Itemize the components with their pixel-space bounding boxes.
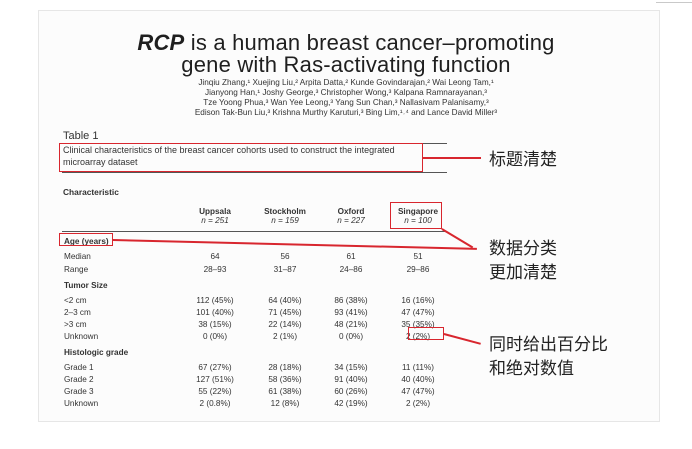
age-section-highlight-box [59, 233, 113, 246]
table-cell: 48 (21%) [334, 320, 368, 329]
table-cell: 127 (51%) [196, 375, 234, 384]
section-title-histologic-grade: Histologic grade [64, 348, 129, 357]
cohort-name: Oxford [337, 207, 365, 216]
table-cell: 112 (45%) [196, 296, 234, 305]
row-label: 2–3 cm [64, 308, 91, 317]
row-label: Grade 2 [64, 375, 94, 384]
row-label: >3 cm [64, 320, 87, 329]
row-label: Median [64, 252, 91, 261]
category-note-line-2: 更加清楚 [489, 263, 557, 283]
cohort-n: n = 251 [201, 216, 229, 225]
table-cell: 42 (19%) [334, 399, 368, 408]
percent-note-line-1: 同时给出百分比 [489, 335, 608, 355]
title-clear-note: 标题清楚 [489, 150, 557, 170]
table-cell: 11 (11%) [401, 363, 434, 372]
table-cell: 56 [280, 252, 290, 261]
top-right-divider [656, 2, 692, 3]
row-label: Grade 1 [64, 363, 94, 372]
row-label: Unknown [64, 332, 99, 341]
row-label: <2 cm [64, 296, 87, 305]
table-cell: 61 (38%) [268, 387, 302, 396]
table-cell: 61 [346, 252, 356, 261]
table-cell: 2 (2%) [405, 399, 431, 408]
table-cell: 31–87 [273, 265, 297, 274]
singapore-highlight-box [390, 202, 442, 229]
table-cell: 91 (40%) [334, 375, 368, 384]
table-cell: 47 (47%) [401, 308, 435, 317]
table-caption-line-1: Clinical characteristics of the breast c… [63, 145, 395, 155]
cohort-header-stockholm: Stockholm n = 159 [252, 207, 318, 225]
table-label: Table 1 [63, 130, 99, 142]
table-cell: 40 (40%) [401, 375, 435, 384]
table-cell: 64 [210, 252, 220, 261]
author-line-4: Edison Tak-Bun Liu,³ Krishna Murthy Karu… [194, 108, 498, 117]
table-cell: 12 (8%) [270, 399, 300, 408]
paper-title-line-2: gene with Ras-activating function [181, 52, 511, 77]
caption-highlight-box [59, 143, 423, 172]
title-connector-line [423, 157, 481, 159]
table-cell: 93 (41%) [334, 308, 368, 317]
table-cell: 71 (45%) [268, 308, 302, 317]
table-caption-line-2: microarray dataset [63, 157, 138, 167]
table-cell: 58 (36%) [268, 375, 302, 384]
characteristic-header: Characteristic [63, 187, 119, 197]
table-cell: 55 (22%) [198, 387, 232, 396]
table-cell: 64 (40%) [268, 296, 302, 305]
paper-page [38, 10, 660, 422]
table-cell: 34 (15%) [334, 363, 368, 372]
category-note-line-1: 数据分类 [489, 239, 557, 259]
table-cell: 28 (18%) [268, 363, 302, 372]
table-cell: 2 (1%) [272, 332, 298, 341]
table-cell: 0 (0%) [338, 332, 364, 341]
table-cell: 51 [413, 252, 423, 261]
header-rule [62, 231, 447, 232]
table-cell: 86 (38%) [334, 296, 368, 305]
table-cell: 47 (47%) [401, 387, 435, 396]
row-label: Unknown [64, 399, 99, 408]
table-cell: 2 (0.8%) [199, 399, 231, 408]
section-title-age: Age (years) [64, 237, 109, 246]
gene-name: RCP [137, 30, 185, 55]
table-cell: 24–86 [339, 265, 363, 274]
table-cell: 16 (16%) [401, 296, 435, 305]
cohort-n: n = 227 [337, 216, 365, 225]
cohort-name: Singapore [397, 207, 439, 216]
table-cell: 60 (26%) [334, 387, 368, 396]
cohort-name: Uppsala [199, 207, 231, 216]
cohort-name: Stockholm [264, 207, 306, 216]
table-cell: 28–93 [203, 265, 227, 274]
author-line-1: Jinqiu Zhang,¹ Xuejing Liu,² Arpita Datt… [198, 78, 494, 87]
percent-note-line-2: 和绝对数值 [489, 359, 574, 379]
table-cell: 101 (40%) [196, 308, 234, 317]
cohort-header-oxford: Oxford n = 227 [318, 207, 384, 225]
author-line-2: Jianyong Han,¹ Joshy George,³ Christophe… [204, 88, 487, 97]
title-rest: is a human breast cancer–promoting [184, 30, 555, 55]
author-line-3: Tze Yoong Phua,³ Wan Yee Leong,³ Yang Su… [203, 98, 489, 107]
table-cell: 2 (2%) [405, 332, 431, 341]
table-cell: 38 (15%) [198, 320, 232, 329]
table-cell: 67 (27%) [198, 363, 232, 372]
section-title-tumor-size: Tumor Size [64, 281, 108, 290]
cohort-header-singapore: Singapore n = 100 [385, 207, 451, 225]
table-cell: 0 (0%) [202, 332, 228, 341]
percent-cell-highlight-box [408, 327, 444, 340]
table-cell: 35 (35%) [401, 320, 435, 329]
cohort-n: n = 159 [271, 216, 299, 225]
row-label: Grade 3 [64, 387, 94, 396]
caption-bottom-rule [62, 172, 447, 173]
table-cell: 22 (14%) [268, 320, 302, 329]
cohort-header-uppsala: Uppsala n = 251 [182, 207, 248, 225]
cohort-n: n = 100 [404, 216, 432, 225]
table-cell: 29–86 [406, 265, 430, 274]
row-label: Range [64, 265, 89, 274]
paper-title-line-1: RCP is a human breast cancer–promoting [0, 30, 692, 56]
